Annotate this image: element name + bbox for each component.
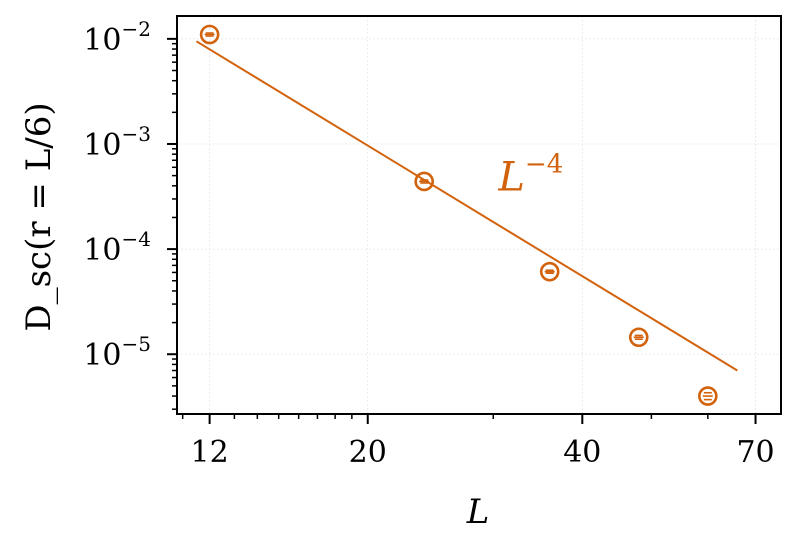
fit-line [195,40,738,372]
y-tick-label: 10−2 [83,17,151,58]
plot-frame [176,15,782,415]
data-point [414,171,434,192]
data-point-marker [698,386,718,406]
data-point [199,24,220,45]
x-tick-label: 12 [191,435,229,470]
y-tick-label: 10−5 [83,332,151,373]
data-point-marker [414,171,434,192]
y-tick-label-exponent: −5 [122,332,151,356]
x-tick-label: 70 [736,435,774,470]
y-tick-label-exponent: −3 [122,122,151,146]
fit-annotation: L−4 [497,150,563,201]
x-axis-title: L [466,492,490,532]
x-tick-labels: 12 20 40 70 [191,435,775,470]
data-point [698,386,718,406]
fit-annotation-exponent: −4 [525,150,563,180]
y-tick-label-base: 10 [83,233,121,268]
x-tick-label: 20 [349,435,387,470]
fit-annotation-base: L [497,155,525,201]
grid [177,16,781,414]
data-point [539,261,560,282]
y-tick-label: 10−4 [83,227,151,268]
y-tick-label-exponent: −4 [122,227,151,251]
y-tick-label: 10−3 [83,122,151,163]
x-tick-label: 40 [563,435,601,470]
y-tick-label-base: 10 [83,128,121,163]
y-axis-title: D_sc(r = L/6) [19,102,59,331]
y-tick-label-base: 10 [83,338,121,373]
axis-ticks [167,37,757,424]
data-point-marker [539,261,560,282]
y-tick-labels: 10−510−410−310−2 [83,17,151,373]
fit-line-group [195,40,738,372]
y-tick-label-exponent: −2 [122,17,151,41]
y-tick-label-base: 10 [83,23,121,58]
data-point-marker [199,24,220,45]
data-point-marker [628,327,649,348]
data-point [628,327,649,348]
data-points [199,24,718,406]
